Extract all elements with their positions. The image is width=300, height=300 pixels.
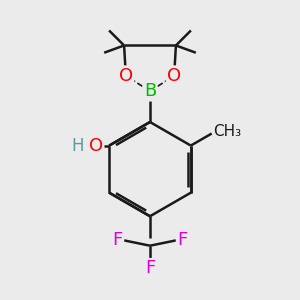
Text: O: O xyxy=(167,67,181,85)
Text: F: F xyxy=(145,260,155,278)
Text: CH₃: CH₃ xyxy=(213,124,241,139)
Text: H: H xyxy=(71,136,84,154)
Text: O: O xyxy=(119,67,133,85)
Text: O: O xyxy=(89,136,103,154)
Text: B: B xyxy=(144,82,156,100)
Text: F: F xyxy=(177,231,188,249)
Text: F: F xyxy=(112,231,123,249)
